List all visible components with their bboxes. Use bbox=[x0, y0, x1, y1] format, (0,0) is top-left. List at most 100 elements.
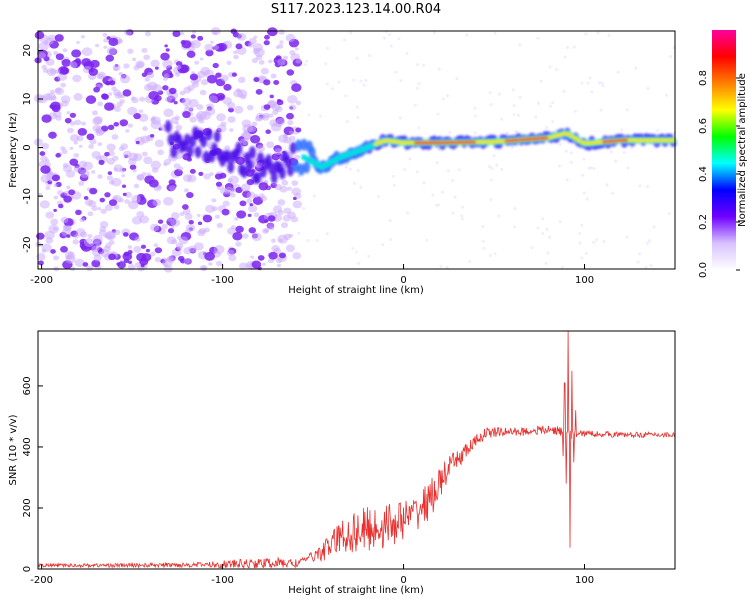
ridge-peak bbox=[587, 141, 593, 145]
noise-blob bbox=[50, 249, 56, 254]
noise-blob bbox=[141, 151, 148, 157]
snr-line bbox=[37, 330, 675, 570]
noise-blob bbox=[610, 191, 614, 195]
noise-blob bbox=[99, 197, 106, 203]
noise-blob bbox=[646, 185, 650, 189]
noise-blob bbox=[163, 196, 174, 206]
noise-blob bbox=[51, 174, 61, 182]
noise-blob bbox=[69, 146, 74, 150]
noise-blob bbox=[215, 72, 222, 78]
ridge-peak bbox=[446, 140, 451, 145]
noise-blob bbox=[216, 124, 227, 133]
noise-blob bbox=[72, 239, 79, 245]
noise-blob bbox=[565, 178, 569, 182]
x-tick-label: 100 bbox=[575, 575, 594, 586]
noise-blob bbox=[211, 198, 217, 203]
noise-blob bbox=[102, 32, 108, 37]
noise-blob bbox=[133, 153, 143, 161]
ridge-peak bbox=[490, 140, 495, 144]
noise-blob bbox=[233, 54, 239, 60]
noise-blob bbox=[174, 72, 181, 77]
noise-blob bbox=[61, 58, 71, 67]
noise-blob bbox=[645, 241, 649, 245]
noise-blob bbox=[274, 184, 283, 191]
spectrogram-x-ticks: -200 -100 0 100 bbox=[30, 264, 594, 286]
noise-blob bbox=[168, 87, 177, 95]
noise-blob bbox=[433, 31, 437, 35]
noise-blob bbox=[64, 224, 72, 231]
noise-blob bbox=[167, 228, 175, 234]
ridge-peak bbox=[504, 139, 509, 143]
ridge-peak bbox=[414, 141, 419, 145]
x-tick-label: 0 bbox=[400, 275, 406, 286]
noise-blob bbox=[283, 207, 292, 215]
noise-blob bbox=[609, 150, 613, 154]
noise-blob bbox=[288, 104, 297, 111]
noise-blob bbox=[368, 54, 372, 58]
noise-blob bbox=[219, 172, 227, 179]
noise-blob bbox=[656, 128, 660, 132]
noise-blob bbox=[54, 87, 62, 93]
noise-blob bbox=[112, 64, 121, 71]
noise-blob bbox=[148, 179, 159, 188]
noise-blob bbox=[139, 257, 149, 266]
noise-blob bbox=[113, 204, 120, 210]
ridge-cell bbox=[167, 133, 175, 146]
noise-blob bbox=[251, 121, 258, 127]
ridge-peak bbox=[580, 141, 585, 145]
ridge-peak bbox=[461, 140, 466, 144]
noise-blob bbox=[518, 43, 522, 47]
noise-blob bbox=[253, 212, 260, 218]
noise-blob bbox=[50, 218, 59, 226]
noise-blob bbox=[351, 246, 355, 250]
ridge-peak bbox=[442, 141, 448, 145]
noise-blob bbox=[445, 266, 449, 270]
ridge-peak bbox=[399, 140, 404, 145]
noise-blob bbox=[276, 263, 282, 268]
noise-blob bbox=[179, 211, 185, 217]
noise-blob bbox=[622, 151, 626, 155]
noise-blob bbox=[127, 106, 138, 116]
noise-blob bbox=[514, 129, 518, 133]
noise-blob bbox=[551, 101, 555, 105]
noise-blob bbox=[572, 45, 576, 49]
noise-blob bbox=[111, 155, 119, 162]
noise-blob bbox=[142, 126, 148, 131]
noise-blob bbox=[69, 112, 77, 118]
noise-blob bbox=[170, 218, 181, 227]
noise-blob bbox=[106, 46, 117, 56]
noise-blob bbox=[60, 216, 69, 224]
noise-blob bbox=[488, 253, 492, 257]
noise-blob bbox=[668, 54, 672, 58]
noise-blob bbox=[199, 89, 207, 96]
noise-blob bbox=[166, 256, 174, 263]
noise-blob bbox=[157, 149, 164, 156]
noise-blob bbox=[119, 167, 126, 173]
noise-blob bbox=[55, 153, 61, 158]
noise-blob bbox=[582, 191, 586, 195]
noise-blob bbox=[76, 40, 80, 44]
noise-blob bbox=[383, 36, 387, 40]
noise-blob bbox=[140, 244, 147, 249]
noise-blob bbox=[183, 188, 189, 193]
noise-blob bbox=[362, 83, 366, 87]
noise-blob bbox=[45, 185, 51, 191]
noise-blob bbox=[120, 143, 129, 150]
ridge-peak bbox=[522, 137, 527, 142]
noise-blob bbox=[96, 73, 104, 80]
noise-blob bbox=[275, 105, 283, 113]
noise-blob bbox=[354, 250, 358, 254]
noise-blob bbox=[667, 212, 671, 216]
noise-blob bbox=[279, 40, 284, 44]
ridge-cell bbox=[246, 159, 254, 172]
noise-blob bbox=[127, 264, 136, 271]
noise-blob bbox=[204, 43, 214, 52]
noise-blob bbox=[489, 198, 493, 202]
ridge-peak bbox=[547, 135, 553, 139]
noise-blob bbox=[441, 97, 445, 101]
noise-blob bbox=[422, 181, 426, 185]
noise-blob bbox=[69, 61, 78, 69]
snr-y-label: SNR (10 * v/v) bbox=[8, 414, 19, 485]
ridge-cell bbox=[227, 161, 235, 174]
noise-blob bbox=[345, 162, 349, 166]
